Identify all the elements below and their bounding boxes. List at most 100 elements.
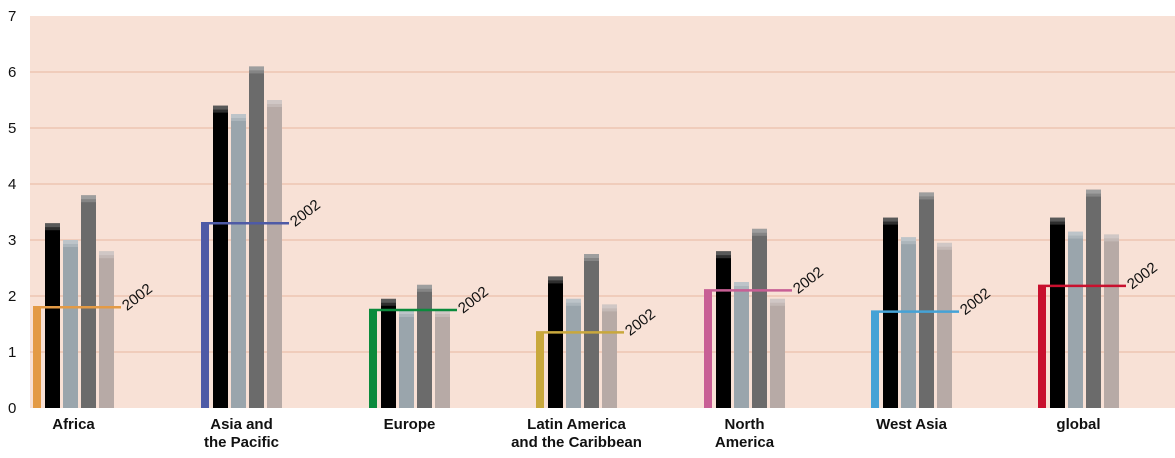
bar (937, 242, 952, 408)
y-tick-label: 7 (8, 8, 16, 25)
bar-cap (901, 241, 916, 245)
bar-cap (99, 255, 114, 259)
bar-cap (1068, 231, 1083, 236)
bar-cap (602, 304, 617, 309)
bar-cap (45, 227, 60, 231)
bar-cap (267, 100, 282, 104)
bar-cap (435, 314, 450, 317)
bar-cap (584, 254, 599, 258)
bar-cap (584, 258, 599, 261)
bar-cap (734, 282, 749, 286)
bar (417, 284, 432, 408)
category-label-line: Latin America (527, 416, 626, 433)
y-tick-label: 4 (8, 176, 16, 193)
category-label-line: the Pacific (204, 434, 279, 451)
bar-cap (417, 288, 432, 292)
category-label: Latin America and the Caribbean (511, 416, 642, 451)
category-label: West Asia (876, 416, 948, 433)
category-label-line: America (715, 434, 775, 451)
marker-2002-bar (871, 311, 879, 408)
bar-cap (267, 104, 282, 107)
bar-cap (548, 280, 563, 284)
bar (399, 310, 414, 408)
bar (752, 228, 767, 408)
bar-cap (883, 217, 898, 222)
bar-cap (716, 255, 731, 259)
category-label: Europe (384, 416, 436, 433)
bar (566, 298, 581, 408)
bar (734, 282, 749, 408)
marker-2002-bar (536, 332, 544, 408)
bar (213, 105, 228, 408)
bar (770, 298, 785, 408)
y-tick-label: 0 (8, 400, 16, 417)
category-label-line: Asia and (210, 416, 273, 433)
bar-cap (213, 109, 228, 113)
bar-cap (63, 244, 78, 247)
bar (63, 240, 78, 408)
bar-cap (919, 192, 934, 197)
bar-cap (399, 314, 414, 317)
category-label: North America (715, 416, 775, 451)
bar (1104, 234, 1119, 408)
bar (1050, 217, 1065, 408)
bar-cap (752, 228, 767, 233)
bar-cap (716, 251, 731, 256)
y-tick-label: 1 (8, 344, 16, 361)
bar-cap (566, 298, 581, 303)
bar (267, 100, 282, 408)
bar (381, 298, 396, 408)
bar-cap (213, 105, 228, 110)
bar-cap (937, 242, 952, 247)
bar (249, 66, 264, 409)
category-labels: Africa Asia and the Pacific Europe Latin Ame… (52, 416, 1100, 451)
y-tick-label: 6 (8, 64, 16, 81)
bar-cap (901, 237, 916, 242)
bar-cap (1104, 234, 1119, 239)
category-label-line: global (1056, 416, 1100, 433)
bar (548, 276, 563, 408)
bar-cap (919, 196, 934, 200)
bar-cap (231, 118, 246, 121)
category-label-line: and the Caribbean (511, 434, 642, 451)
bar (45, 223, 60, 408)
bar-cap (770, 302, 785, 306)
bar-cap (231, 114, 246, 118)
bar-cap (602, 308, 617, 312)
category-label: global (1056, 416, 1100, 433)
marker-2002-bar (201, 223, 209, 408)
bar-cap (1050, 221, 1065, 225)
bar-cap (548, 276, 563, 281)
bar-cap (734, 286, 749, 289)
y-tick-label: 2 (8, 288, 16, 305)
marker-2002-bar (33, 307, 41, 408)
bar (231, 114, 246, 408)
bar (602, 304, 617, 408)
bar (919, 192, 934, 408)
bar-cap (1086, 189, 1101, 194)
marker-2002-bar (369, 310, 377, 408)
bar (901, 237, 916, 408)
category-label: Africa (52, 416, 95, 433)
bar-cap (381, 298, 396, 303)
bar-cap (399, 310, 414, 314)
bar (1068, 231, 1083, 408)
bar (584, 254, 599, 408)
bar-cap (81, 195, 96, 200)
bar-cap (81, 199, 96, 203)
bar-cap (1086, 193, 1101, 197)
category-label-line: Europe (384, 416, 436, 433)
bar (99, 251, 114, 408)
y-axis-tick-labels: 0 1 2 3 4 5 6 7 (8, 8, 16, 417)
bar (81, 195, 96, 408)
bar-cap (1068, 235, 1083, 239)
bar-cap (435, 310, 450, 314)
bar-cap (770, 298, 785, 303)
bar-cap (566, 302, 581, 306)
y-tick-label: 5 (8, 120, 16, 137)
category-label-line: West Asia (876, 416, 948, 433)
bar-cap (249, 70, 264, 74)
marker-2002-bar (1038, 285, 1046, 408)
bar-cap (1050, 217, 1065, 222)
